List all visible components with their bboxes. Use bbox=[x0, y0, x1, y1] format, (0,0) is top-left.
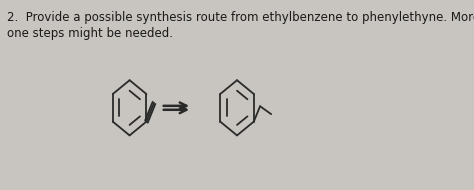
Text: 2.  Provide a possible synthesis route from ethylbenzene to phenylethyne. More t: 2. Provide a possible synthesis route fr… bbox=[7, 11, 474, 24]
Text: one steps might be needed.: one steps might be needed. bbox=[7, 27, 173, 40]
